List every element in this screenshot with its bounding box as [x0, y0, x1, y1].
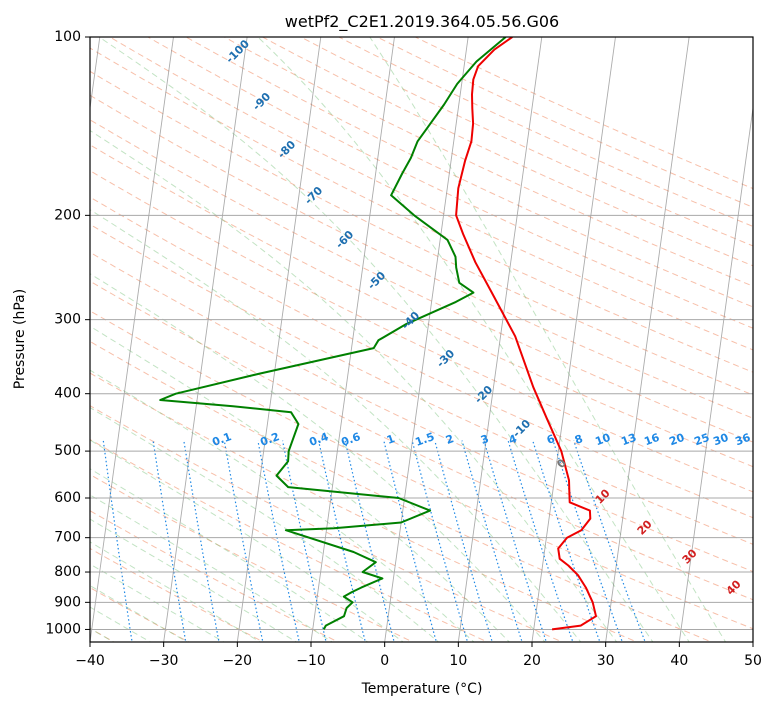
isotherm-line [310, 37, 395, 642]
mixing-ratio-label: 8 [573, 432, 585, 447]
mixing-ratio-label: 36 [733, 431, 752, 449]
x-tick-label: 20 [523, 653, 541, 669]
dry-adiabat-line [375, 37, 753, 208]
isotherm-line [605, 37, 690, 642]
x-tick-label: 40 [670, 653, 688, 669]
x-axis: −40 −30 −20 −10 0 10 20 30 40 50 [75, 642, 762, 669]
sounding-series [159, 37, 597, 631]
y-tick-label: 100 [54, 29, 81, 45]
dry-adiabat-line [90, 340, 714, 642]
x-tick-label: −30 [149, 653, 179, 669]
isotherm-line [90, 37, 174, 642]
mixing-ratio-line [411, 440, 469, 642]
dry-adiabat-line [90, 372, 639, 642]
moist-adiabat-line [369, 37, 727, 642]
mixing-ratio-label: 25 [692, 431, 711, 448]
mixing-ratio-label: 6 [545, 432, 557, 447]
x-tick-label: −20 [223, 653, 253, 669]
isotherm-line [236, 37, 322, 642]
pressure-gridlines [90, 37, 753, 630]
x-tick-label: 30 [597, 653, 615, 669]
y-tick-label: 800 [54, 564, 81, 580]
dry-adiabat-line [90, 280, 753, 601]
isotherm-line [163, 37, 248, 642]
mixing-ratio-label: 0.1 [210, 430, 233, 449]
isotherm-line [457, 37, 543, 642]
mixing-ratio-line [183, 440, 220, 642]
mixing-ratio-line [383, 440, 438, 642]
mixing-ratio-label: 3 [479, 432, 491, 447]
dry-adiabat-line [414, 37, 753, 190]
dry-adiabat-line [90, 473, 415, 642]
mixing-ratio-line [318, 440, 366, 642]
mixing-ratio-line [152, 440, 187, 642]
dry-adiabat-line [90, 223, 753, 545]
y-tick-label: 400 [54, 386, 81, 402]
mixing-ratio-label: 1 [385, 432, 397, 447]
mixing-ratio-label: 0.4 [307, 430, 330, 449]
mixing-ratio-line [257, 440, 300, 642]
mixing-ratio-line [483, 440, 547, 642]
x-axis-label: Temperature (°C) [361, 681, 483, 697]
x-tick-label: 10 [449, 653, 467, 669]
mixing-ratio-label: 10 [593, 431, 612, 449]
y-tick-label: 500 [54, 443, 81, 459]
mixing-ratio-label: 4 [507, 432, 519, 447]
moist-adiabat-line [90, 273, 546, 642]
isotherm-line [678, 104, 753, 642]
y-tick-label: 700 [54, 530, 81, 546]
dry-adiabat-line [337, 37, 753, 227]
y-axis: 1000 900 800 700 600 500 400 300 200 100 [45, 29, 90, 637]
mixing-ratio-line [532, 440, 601, 642]
chart-title: wetPf2_C2E1.2019.364.05.56.G06 [285, 12, 559, 32]
mixing-ratio-label: 13 [619, 431, 638, 448]
y-tick-label: 300 [54, 312, 81, 328]
mixing-ratio-line [223, 440, 264, 642]
mixing-ratio-line [102, 440, 133, 642]
x-tick-label: 0 [380, 653, 389, 669]
x-tick-label: −10 [296, 653, 326, 669]
x-tick-label: 50 [744, 653, 762, 669]
dry-adiabat-line [90, 251, 753, 573]
isotherm-line [384, 37, 469, 642]
y-tick-label: 1000 [45, 621, 81, 637]
mixing-ratio-label: 0.6 [339, 430, 362, 449]
dry-adiabat-line [261, 37, 753, 267]
mixing-ratio-label: 2 [444, 432, 456, 447]
dry-adiabat-line [108, 37, 753, 351]
plot-frame [89, 36, 754, 643]
y-axis-label: Pressure (hPa) [12, 289, 28, 389]
dewpoint-profile-line [159, 37, 507, 630]
isotherm-line [531, 37, 616, 642]
mixing-ratio-label: 20 [667, 431, 686, 449]
dry-adiabat-line [90, 510, 340, 642]
mixing-ratio-label: 1.5 [413, 430, 436, 449]
mixing-ratio-label: 16 [642, 431, 661, 449]
y-tick-label: 200 [54, 207, 81, 223]
mixing-ratio-line [507, 440, 574, 642]
y-tick-label: 900 [54, 594, 81, 610]
temperature-profile-line [455, 37, 597, 631]
x-tick-label: −40 [75, 653, 105, 669]
mixing-ratio-label: 30 [711, 431, 730, 449]
mixing-ratio-label: 0.2 [258, 430, 281, 449]
dry-adiabat-line [299, 37, 753, 247]
y-tick-label: 600 [54, 490, 81, 506]
dry-adiabat-line [90, 405, 564, 642]
